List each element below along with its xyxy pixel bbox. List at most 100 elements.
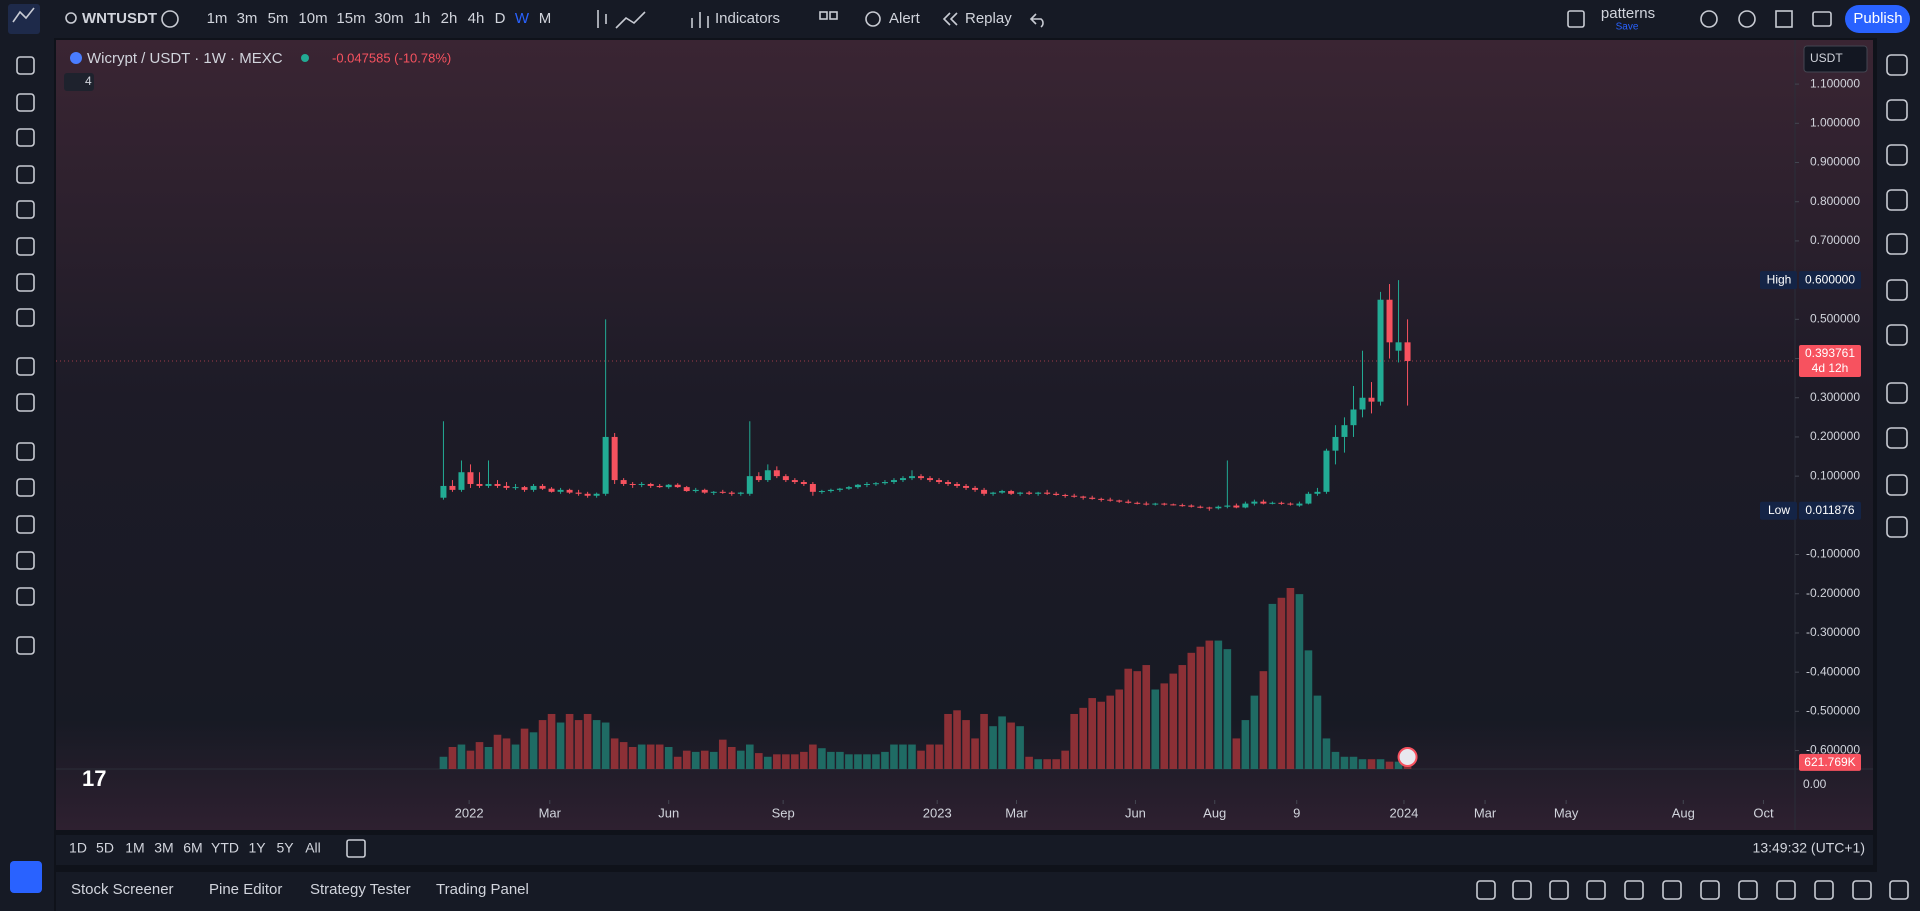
favorite-tool[interactable] — [1662, 880, 1682, 900]
sidebar-tool[interactable] — [1886, 382, 1908, 404]
alert-icon[interactable] — [865, 11, 881, 27]
undo-button[interactable] — [1029, 13, 1044, 28]
interval-button[interactable]: 5m — [268, 10, 289, 27]
y-tick-label: 1.000000 — [1810, 115, 1860, 129]
drawing-tool[interactable] — [16, 237, 35, 256]
favorite-tool[interactable] — [1476, 880, 1496, 900]
replay-button[interactable]: Replay — [965, 10, 1012, 27]
templates-icon[interactable] — [819, 11, 828, 20]
legend-title[interactable]: Wicrypt / USDT · 1W · MEXC — [87, 50, 283, 67]
interval-button[interactable]: D — [495, 10, 506, 27]
sidebar-tool[interactable] — [1886, 189, 1908, 211]
range-button[interactable]: 5D — [96, 840, 114, 856]
range-button[interactable]: 1Y — [248, 840, 266, 856]
search-icon[interactable] — [65, 12, 77, 24]
interval-button[interactable]: 15m — [336, 10, 365, 27]
chart-type-icons[interactable] — [597, 10, 646, 29]
favorite-tool[interactable] — [1549, 880, 1569, 900]
drawing-tool[interactable] — [16, 93, 35, 112]
candle-body — [981, 489, 988, 494]
range-button[interactable]: All — [305, 840, 321, 856]
interval-button[interactable]: 2h — [441, 10, 458, 27]
interval-button[interactable]: W — [515, 10, 530, 27]
settings-button[interactable] — [1738, 10, 1756, 28]
fullscreen-button[interactable] — [1775, 10, 1793, 28]
favorite-tool[interactable] — [1738, 880, 1758, 900]
range-button[interactable]: YTD — [211, 840, 239, 856]
drawing-tool[interactable] — [16, 515, 35, 534]
drawing-tool[interactable] — [16, 587, 35, 606]
sidebar-tool[interactable] — [1886, 516, 1908, 538]
interval-button[interactable]: 1m — [207, 10, 228, 27]
drawing-tool[interactable] — [16, 636, 35, 655]
interval-button[interactable]: 1h — [414, 10, 431, 27]
indicators-icon[interactable] — [691, 12, 709, 28]
interval-button[interactable]: 10m — [298, 10, 327, 27]
range-button[interactable]: 1D — [69, 840, 87, 856]
indicators-toggle[interactable] — [64, 73, 94, 91]
drawing-tool[interactable] — [16, 56, 35, 75]
interval-button[interactable]: 4h — [468, 10, 485, 27]
sidebar-tool[interactable] — [1886, 474, 1908, 496]
sidebar-tool[interactable] — [1886, 144, 1908, 166]
publish-label[interactable]: Publish — [1853, 10, 1902, 27]
drawing-tool[interactable] — [16, 551, 35, 570]
currency-select[interactable] — [1803, 45, 1868, 73]
interval-button[interactable]: 3m — [237, 10, 258, 27]
sidebar-tool[interactable] — [1886, 54, 1908, 76]
drawing-tool[interactable] — [16, 200, 35, 219]
sidebar-tool[interactable] — [1886, 279, 1908, 301]
sidebar-tool[interactable] — [1886, 99, 1908, 121]
favorite-tool[interactable] — [1814, 880, 1834, 900]
bottom-tab[interactable]: Trading Panel — [436, 881, 529, 898]
candle-body — [1071, 495, 1078, 497]
interval-button[interactable]: 30m — [374, 10, 403, 27]
sidebar-tool[interactable] — [1886, 233, 1908, 255]
goto-date[interactable] — [346, 839, 366, 858]
currency-label[interactable]: USDT — [1810, 51, 1843, 65]
drawing-tool[interactable] — [16, 442, 35, 461]
drawing-tool[interactable] — [16, 165, 35, 184]
indicator-count[interactable]: 4 — [85, 74, 92, 88]
drawing-tool[interactable] — [16, 478, 35, 497]
indicators-button[interactable]: Indicators — [715, 10, 780, 27]
range-button[interactable]: 6M — [183, 840, 202, 856]
favorite-tool[interactable] — [1512, 880, 1532, 900]
quick-search[interactable] — [1700, 10, 1718, 28]
layout-name[interactable]: patterns — [1601, 5, 1655, 22]
logo[interactable] — [8, 4, 40, 34]
favorite-tool[interactable] — [1852, 880, 1872, 900]
favorites-button[interactable] — [10, 861, 42, 893]
favorite-tool[interactable] — [1889, 880, 1909, 900]
favorite-tool[interactable] — [1776, 880, 1796, 900]
drawing-tool[interactable] — [16, 393, 35, 412]
favorite-tool[interactable] — [1624, 880, 1644, 900]
range-button[interactable]: 1M — [125, 840, 144, 856]
sidebar-tool[interactable] — [1886, 427, 1908, 449]
snapshot-button[interactable] — [1812, 11, 1832, 27]
publish-button[interactable] — [1845, 5, 1910, 33]
volume-bar — [547, 713, 556, 769]
drawing-tool[interactable] — [16, 357, 35, 376]
alert-button[interactable]: Alert — [889, 10, 921, 27]
event-marker[interactable] — [1397, 747, 1418, 767]
save-label[interactable]: Save — [1616, 22, 1639, 33]
bottom-tab[interactable]: Strategy Tester — [310, 881, 411, 898]
sidebar-tool[interactable] — [1886, 324, 1908, 346]
drawing-tool[interactable] — [16, 128, 35, 147]
favorite-tool[interactable] — [1586, 880, 1606, 900]
templates-icon[interactable] — [829, 11, 838, 20]
drawing-tool[interactable] — [16, 308, 35, 327]
replay-icon[interactable] — [942, 12, 958, 26]
layout-icon[interactable] — [1567, 10, 1585, 28]
bottom-tab[interactable]: Pine Editor — [209, 881, 282, 898]
bottom-tab[interactable]: Stock Screener — [71, 881, 174, 898]
symbol-search[interactable]: WNTUSDT — [82, 10, 157, 27]
interval-button[interactable]: M — [539, 10, 552, 27]
compare-button[interactable] — [161, 10, 179, 28]
clock[interactable]: 13:49:32 (UTC+1) — [1753, 840, 1865, 856]
favorite-tool[interactable] — [1700, 880, 1720, 900]
range-button[interactable]: 3M — [154, 840, 173, 856]
range-button[interactable]: 5Y — [276, 840, 294, 856]
drawing-tool[interactable] — [16, 273, 35, 292]
